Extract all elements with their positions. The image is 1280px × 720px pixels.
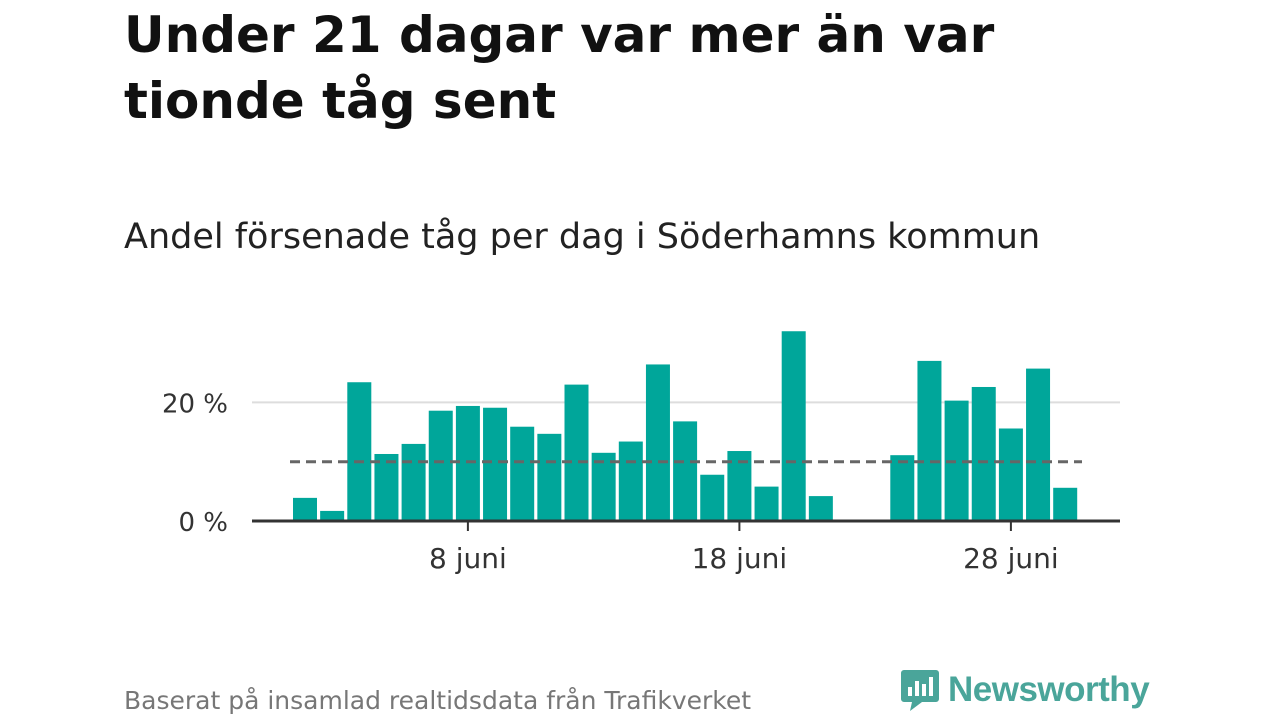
bar — [998, 428, 1023, 521]
source-note: Baserat på insamlad realtidsdata från Tr… — [124, 686, 752, 715]
bar-chart: 0 % 20 % 8 juni 18 juni 28 juni — [162, 331, 1120, 575]
bar — [890, 455, 915, 521]
bar — [401, 443, 426, 521]
bar — [347, 382, 372, 521]
bar — [1026, 368, 1051, 521]
bars — [293, 331, 1078, 521]
bar — [483, 407, 508, 521]
bar — [374, 453, 399, 521]
bar — [754, 486, 779, 521]
brand-name: Newsworthy — [948, 670, 1150, 709]
brand-logo: Newsworthy — [900, 668, 1150, 712]
bar — [455, 405, 480, 521]
bar — [293, 497, 317, 521]
bar — [591, 452, 616, 521]
bar — [700, 474, 725, 521]
bar — [971, 386, 996, 521]
newsworthy-logo-icon — [901, 670, 939, 711]
bar — [428, 410, 453, 521]
axes: 0 % 20 % 8 juni 18 juni 28 juni — [162, 389, 1120, 575]
bar — [781, 331, 806, 521]
chart-subtitle: Andel försenade tåg per dag i Söderhamns… — [124, 217, 1041, 257]
chart-title: Under 21 dagar var mer än var tionde tåg… — [124, 6, 995, 130]
bar — [618, 441, 643, 521]
y-tick-label: 0 % — [178, 508, 228, 538]
bar — [808, 496, 833, 521]
bar — [564, 384, 589, 521]
x-tick-label: 18 juni — [692, 542, 788, 575]
x-tick-label: 28 juni — [963, 542, 1059, 575]
bar — [917, 360, 942, 521]
bar — [510, 426, 535, 521]
bar — [1053, 487, 1078, 521]
bar — [320, 510, 345, 521]
bar — [645, 364, 670, 521]
bar — [537, 433, 562, 521]
x-tick-label: 8 juni — [429, 542, 507, 575]
bar — [673, 421, 698, 521]
y-tick-label: 20 % — [162, 389, 228, 419]
